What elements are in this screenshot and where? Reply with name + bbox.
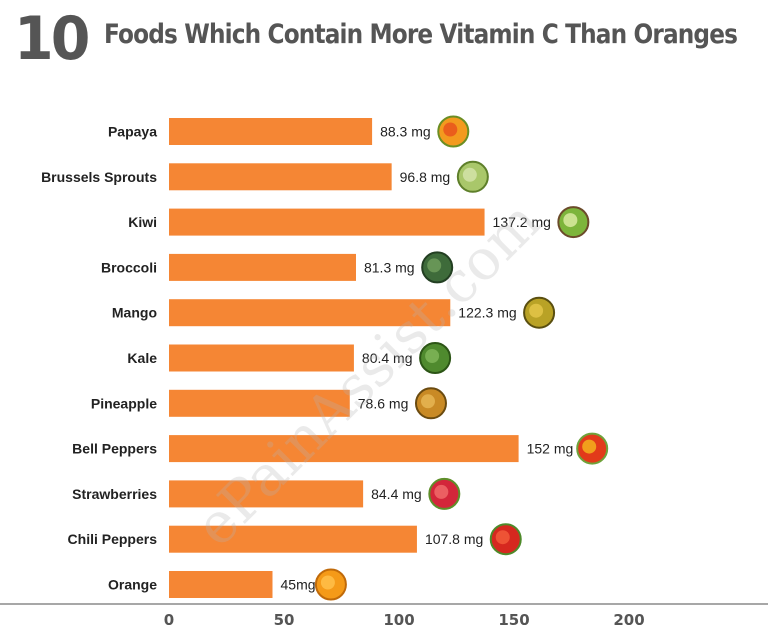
title-row: 10 Foods Which Contain More Vitamin C Th…: [14, 6, 768, 76]
bar: [169, 480, 364, 508]
page-title: Foods Which Contain More Vitamin C Than …: [103, 19, 738, 50]
kale-icon: [419, 342, 452, 374]
bar: [169, 435, 519, 463]
x-tick-label: 100: [383, 611, 414, 629]
value-label: 81.3 mg: [364, 259, 415, 275]
x-tick-label: 200: [613, 611, 644, 629]
bar: [169, 389, 350, 417]
category-label: Pineapple: [91, 395, 157, 411]
brussels-sprouts-icon: [456, 160, 489, 193]
broccoli-icon: [421, 251, 454, 284]
value-label: 78.6 mg: [358, 395, 409, 411]
category-label: Kale: [127, 350, 157, 366]
bar: [169, 163, 392, 191]
x-tick-label: 150: [498, 611, 529, 629]
value-label: 152 mg: [527, 441, 574, 457]
value-label: 45mg: [281, 577, 316, 593]
category-label: Chili Peppers: [68, 531, 158, 547]
bar: [169, 571, 273, 598]
pineapple-icon: [414, 387, 447, 420]
strawberry-icon: [428, 477, 461, 510]
bar: [169, 118, 373, 145]
x-tick-label: 50: [274, 611, 295, 629]
bell-pepper-icon: [576, 432, 609, 465]
value-label: 88.3 mg: [380, 124, 431, 140]
category-label: Papaya: [108, 124, 157, 140]
category-label: Strawberries: [72, 486, 157, 502]
value-label: 96.8 mg: [400, 169, 451, 185]
value-label: 107.8 mg: [425, 531, 483, 547]
orange-icon: [314, 568, 347, 601]
category-label: Orange: [108, 577, 157, 593]
value-label: 122.3 mg: [458, 305, 516, 321]
bar: [169, 208, 485, 236]
value-label: 84.4 mg: [371, 486, 422, 502]
title-number: 10: [14, 4, 90, 74]
category-label: Mango: [112, 305, 157, 321]
chili-pepper-icon: [489, 523, 522, 556]
category-label: Broccoli: [101, 259, 157, 275]
kiwi-icon: [557, 206, 590, 239]
mango-icon: [523, 296, 556, 329]
category-label: Bell Peppers: [72, 441, 157, 457]
bar: [169, 344, 354, 372]
category-label: Kiwi: [128, 214, 157, 230]
value-label: 137.2 mg: [493, 214, 551, 230]
value-label: 80.4 mg: [362, 350, 413, 366]
x-tick-label: 0: [164, 611, 174, 629]
bar: [169, 299, 451, 327]
papaya-icon: [437, 115, 470, 148]
category-label: Brussels Sprouts: [41, 169, 157, 185]
bar: [169, 525, 417, 553]
bar: [169, 253, 356, 281]
